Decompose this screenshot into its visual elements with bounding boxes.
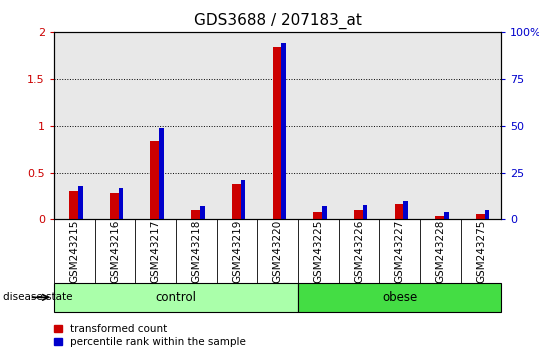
Text: GSM243219: GSM243219 (232, 219, 242, 283)
Text: GSM243218: GSM243218 (191, 219, 201, 283)
Bar (160, 127, 164, 219)
Bar (69, 191, 79, 219)
Bar (273, 47, 282, 219)
Text: GSM243225: GSM243225 (313, 219, 323, 283)
Bar (363, 205, 367, 219)
Title: GDS3688 / 207183_at: GDS3688 / 207183_at (194, 13, 362, 29)
Bar (191, 210, 202, 219)
Bar (444, 212, 448, 219)
Bar (313, 212, 323, 219)
Text: GSM243226: GSM243226 (354, 219, 364, 283)
Bar (150, 141, 161, 219)
Text: control: control (155, 291, 196, 304)
Text: GSM243216: GSM243216 (110, 219, 120, 283)
Bar (232, 184, 242, 219)
Text: obese: obese (382, 291, 417, 304)
Bar (54, 283, 298, 312)
Text: GSM243228: GSM243228 (436, 219, 445, 283)
Bar (354, 210, 364, 219)
Bar (110, 193, 120, 219)
Legend: transformed count, percentile rank within the sample: transformed count, percentile rank withi… (54, 324, 246, 347)
Bar (395, 204, 405, 219)
Bar (200, 206, 205, 219)
Bar (322, 206, 327, 219)
Bar (298, 283, 501, 312)
Bar (281, 43, 286, 219)
Text: GSM243227: GSM243227 (395, 219, 405, 283)
Bar (435, 216, 445, 219)
Text: GSM243220: GSM243220 (273, 220, 282, 283)
Text: disease state: disease state (3, 292, 72, 302)
Bar (485, 210, 489, 219)
Bar (476, 214, 486, 219)
Bar (241, 180, 245, 219)
Text: GSM243217: GSM243217 (150, 219, 161, 283)
Bar (403, 201, 408, 219)
Bar (119, 188, 123, 219)
Bar (78, 186, 82, 219)
Text: GSM243275: GSM243275 (476, 219, 486, 283)
Text: GSM243215: GSM243215 (69, 219, 79, 283)
